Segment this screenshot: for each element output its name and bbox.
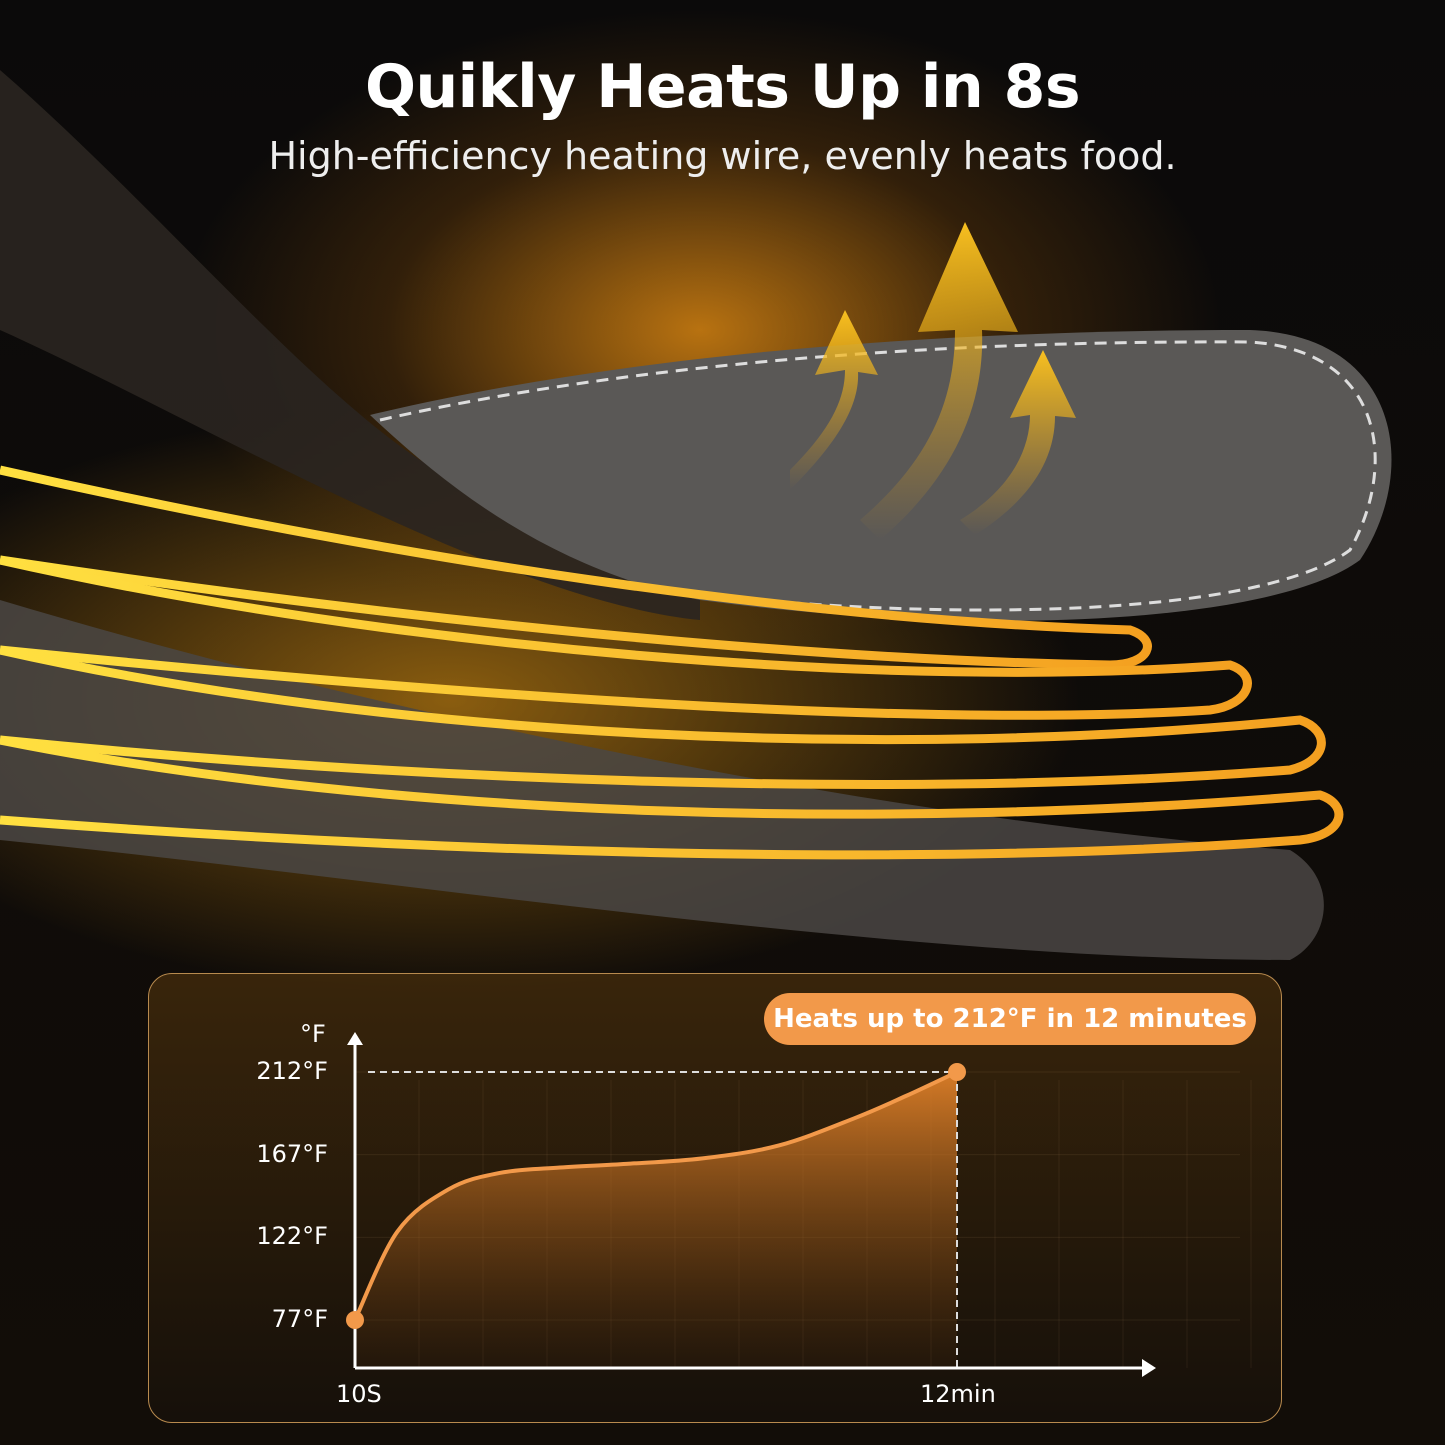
heating-wire-coils	[0, 465, 1344, 860]
x-tick-label: 10S	[336, 1380, 382, 1408]
subheadline: High-efficiency heating wire, evenly hea…	[268, 134, 1177, 178]
y-tick-label: 77°F	[271, 1305, 328, 1333]
series-line	[353, 1070, 958, 1321]
annotation-badge: Heats up to 212°F in 12 minutes	[764, 993, 1256, 1045]
data-point	[948, 1063, 966, 1081]
dark-sheet	[0, 70, 700, 620]
heat-up-arrows-icon	[790, 222, 1076, 540]
headline: Quikly Heats Up in 8s	[364, 52, 1081, 122]
data-point	[346, 1311, 364, 1329]
x-axis-arrow-icon	[1142, 1359, 1156, 1377]
y-tick-label: 167°F	[256, 1139, 328, 1168]
y-tick-label: 122°F	[256, 1222, 328, 1251]
grey-pad-top	[370, 330, 1392, 621]
x-tick-label: 12min	[920, 1380, 996, 1408]
y-axis-unit-label: °F	[300, 1020, 326, 1048]
y-axis-arrow-icon	[347, 1032, 363, 1045]
area-fill	[355, 1072, 957, 1368]
y-tick-label: 212°F	[256, 1057, 328, 1085]
